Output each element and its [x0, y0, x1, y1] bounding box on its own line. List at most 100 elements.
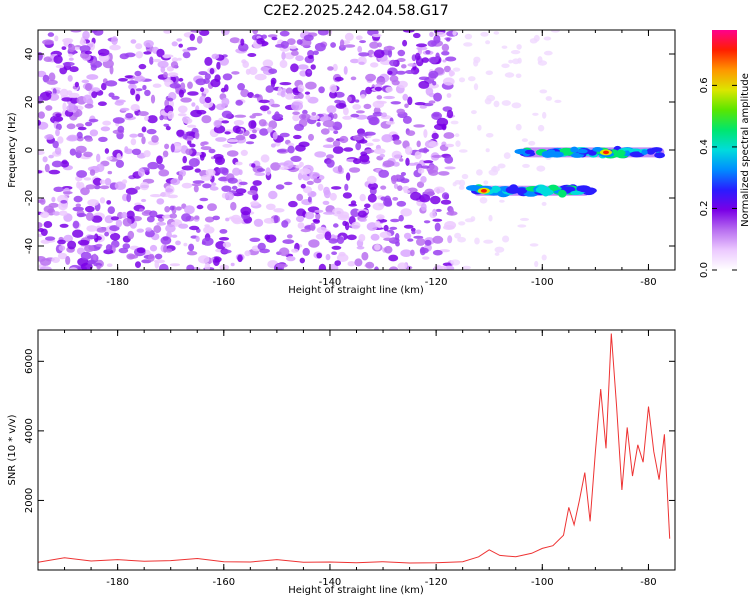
heatmap-cell — [342, 115, 353, 120]
heatmap-cell — [164, 206, 171, 213]
heatmap-cell — [261, 34, 268, 39]
heatmap-cell — [307, 196, 312, 203]
heatmap-cell — [252, 129, 257, 134]
heatmap-cell — [375, 220, 381, 227]
heatmap-cell — [335, 102, 347, 109]
heatmap-cell — [225, 217, 230, 222]
heatmap-cell — [144, 115, 149, 121]
heatmap-cell — [399, 158, 404, 162]
heatmap-cell — [305, 81, 317, 90]
heatmap-cell — [379, 153, 385, 158]
heatmap-cell — [171, 57, 178, 63]
heatmap-cell — [111, 95, 120, 100]
snr-xtick-label: -80 — [640, 577, 656, 588]
heatmap-cell — [346, 96, 352, 102]
heatmap-cell — [270, 77, 277, 85]
heatmap-cell — [195, 235, 200, 242]
heatmap-cell — [45, 105, 53, 111]
heatmap-cell — [312, 50, 319, 56]
heatmap-cell — [109, 225, 120, 232]
heatmap-cell — [347, 261, 356, 267]
heatmap-cell — [268, 68, 278, 74]
heatmap-cell — [430, 195, 441, 205]
heatmap-cell — [106, 263, 113, 268]
heatmap-cell — [149, 194, 162, 198]
heatmap-cell — [130, 104, 140, 112]
heatmap-cell — [156, 198, 165, 205]
heatmap-cell — [297, 172, 303, 181]
heatmap-cell — [73, 195, 83, 203]
heatmap-cell — [95, 243, 103, 247]
heatmap-cell — [130, 138, 137, 146]
heatmap-cell — [443, 65, 451, 73]
heatmap-cell — [134, 70, 142, 77]
heatmap-cell — [360, 94, 366, 99]
heatmap-cell — [413, 32, 421, 39]
heatmap-cell — [249, 237, 261, 242]
heatmap-cell — [437, 265, 447, 270]
heatmap-cell — [60, 160, 70, 168]
heatmap-cell — [420, 176, 427, 183]
heatmap-cell — [76, 170, 88, 178]
heatmap-cell — [290, 63, 299, 73]
heatmap-cell — [135, 43, 143, 50]
heatmap-cell — [286, 234, 293, 239]
snr-xtick-label: -140 — [319, 577, 342, 588]
heatmap-cell — [130, 39, 137, 44]
heatmap-cell — [543, 50, 553, 56]
heatmap-cell — [358, 52, 370, 57]
heatmap-cell — [247, 92, 254, 98]
heatmap-cell — [402, 115, 412, 124]
heatmap-cell — [109, 65, 114, 75]
heatmap-cell — [396, 70, 406, 75]
heatmap-cell — [105, 80, 118, 87]
colorbar-tick-label: 0.4 — [699, 139, 710, 155]
heatmap-cell — [410, 249, 415, 257]
heatmap-cell — [55, 64, 64, 69]
heatmap-cell — [299, 113, 311, 121]
heatmap-cell — [55, 123, 62, 131]
spectrogram-panel: -180 -160 -140 -120 -100 -80 -40 -20 0 20 40 Heigh… — [7, 29, 676, 296]
heatmap-cell — [390, 101, 402, 105]
heatmap-cell — [295, 55, 304, 62]
heatmap-cell — [165, 224, 176, 233]
heatmap-cell — [501, 100, 511, 106]
heatmap-cell — [138, 111, 149, 117]
heatmap-cell — [240, 206, 252, 216]
heatmap-cell — [230, 201, 237, 211]
heatmap-cell — [410, 191, 422, 201]
heatmap-cell — [318, 263, 327, 270]
heatmap-cell — [107, 206, 116, 215]
heatmap-cell — [266, 110, 272, 115]
heatmap-cell — [232, 167, 241, 176]
heatmap-cell — [295, 215, 305, 223]
heatmap-cell — [68, 57, 74, 61]
heatmap-cell — [279, 132, 290, 138]
heatmap-cell — [279, 30, 290, 37]
heatmap-cell — [435, 208, 442, 212]
heatmap-cell — [149, 210, 158, 218]
heatmap-cell — [118, 78, 128, 82]
heatmap-cell — [163, 30, 172, 34]
heatmap-cell — [441, 43, 450, 52]
heatmap-cell — [75, 145, 87, 154]
heatmap-cell — [292, 111, 300, 115]
colorbar-axis: 0.0 0.2 0.4 0.6 — [699, 77, 737, 278]
heatmap-cell — [346, 234, 357, 241]
heatmap-cell — [382, 160, 395, 168]
heatmap-cell — [316, 252, 323, 259]
heatmap-cell — [432, 113, 440, 117]
heatmap-cell — [230, 262, 235, 267]
heatmap-cell — [432, 249, 443, 256]
heatmap-cell — [126, 193, 132, 203]
heatmap-cell — [238, 181, 248, 186]
heatmap-band-cell — [646, 148, 656, 155]
heatmap-cell — [201, 241, 206, 245]
heatmap-cell — [330, 42, 336, 48]
heatmap-cell — [72, 220, 80, 229]
heatmap-cell — [79, 45, 91, 53]
heatmap-cell — [181, 182, 193, 189]
heatmap-cell — [285, 93, 295, 100]
heatmap-cell — [334, 99, 342, 104]
heatmap-cell — [114, 181, 126, 190]
